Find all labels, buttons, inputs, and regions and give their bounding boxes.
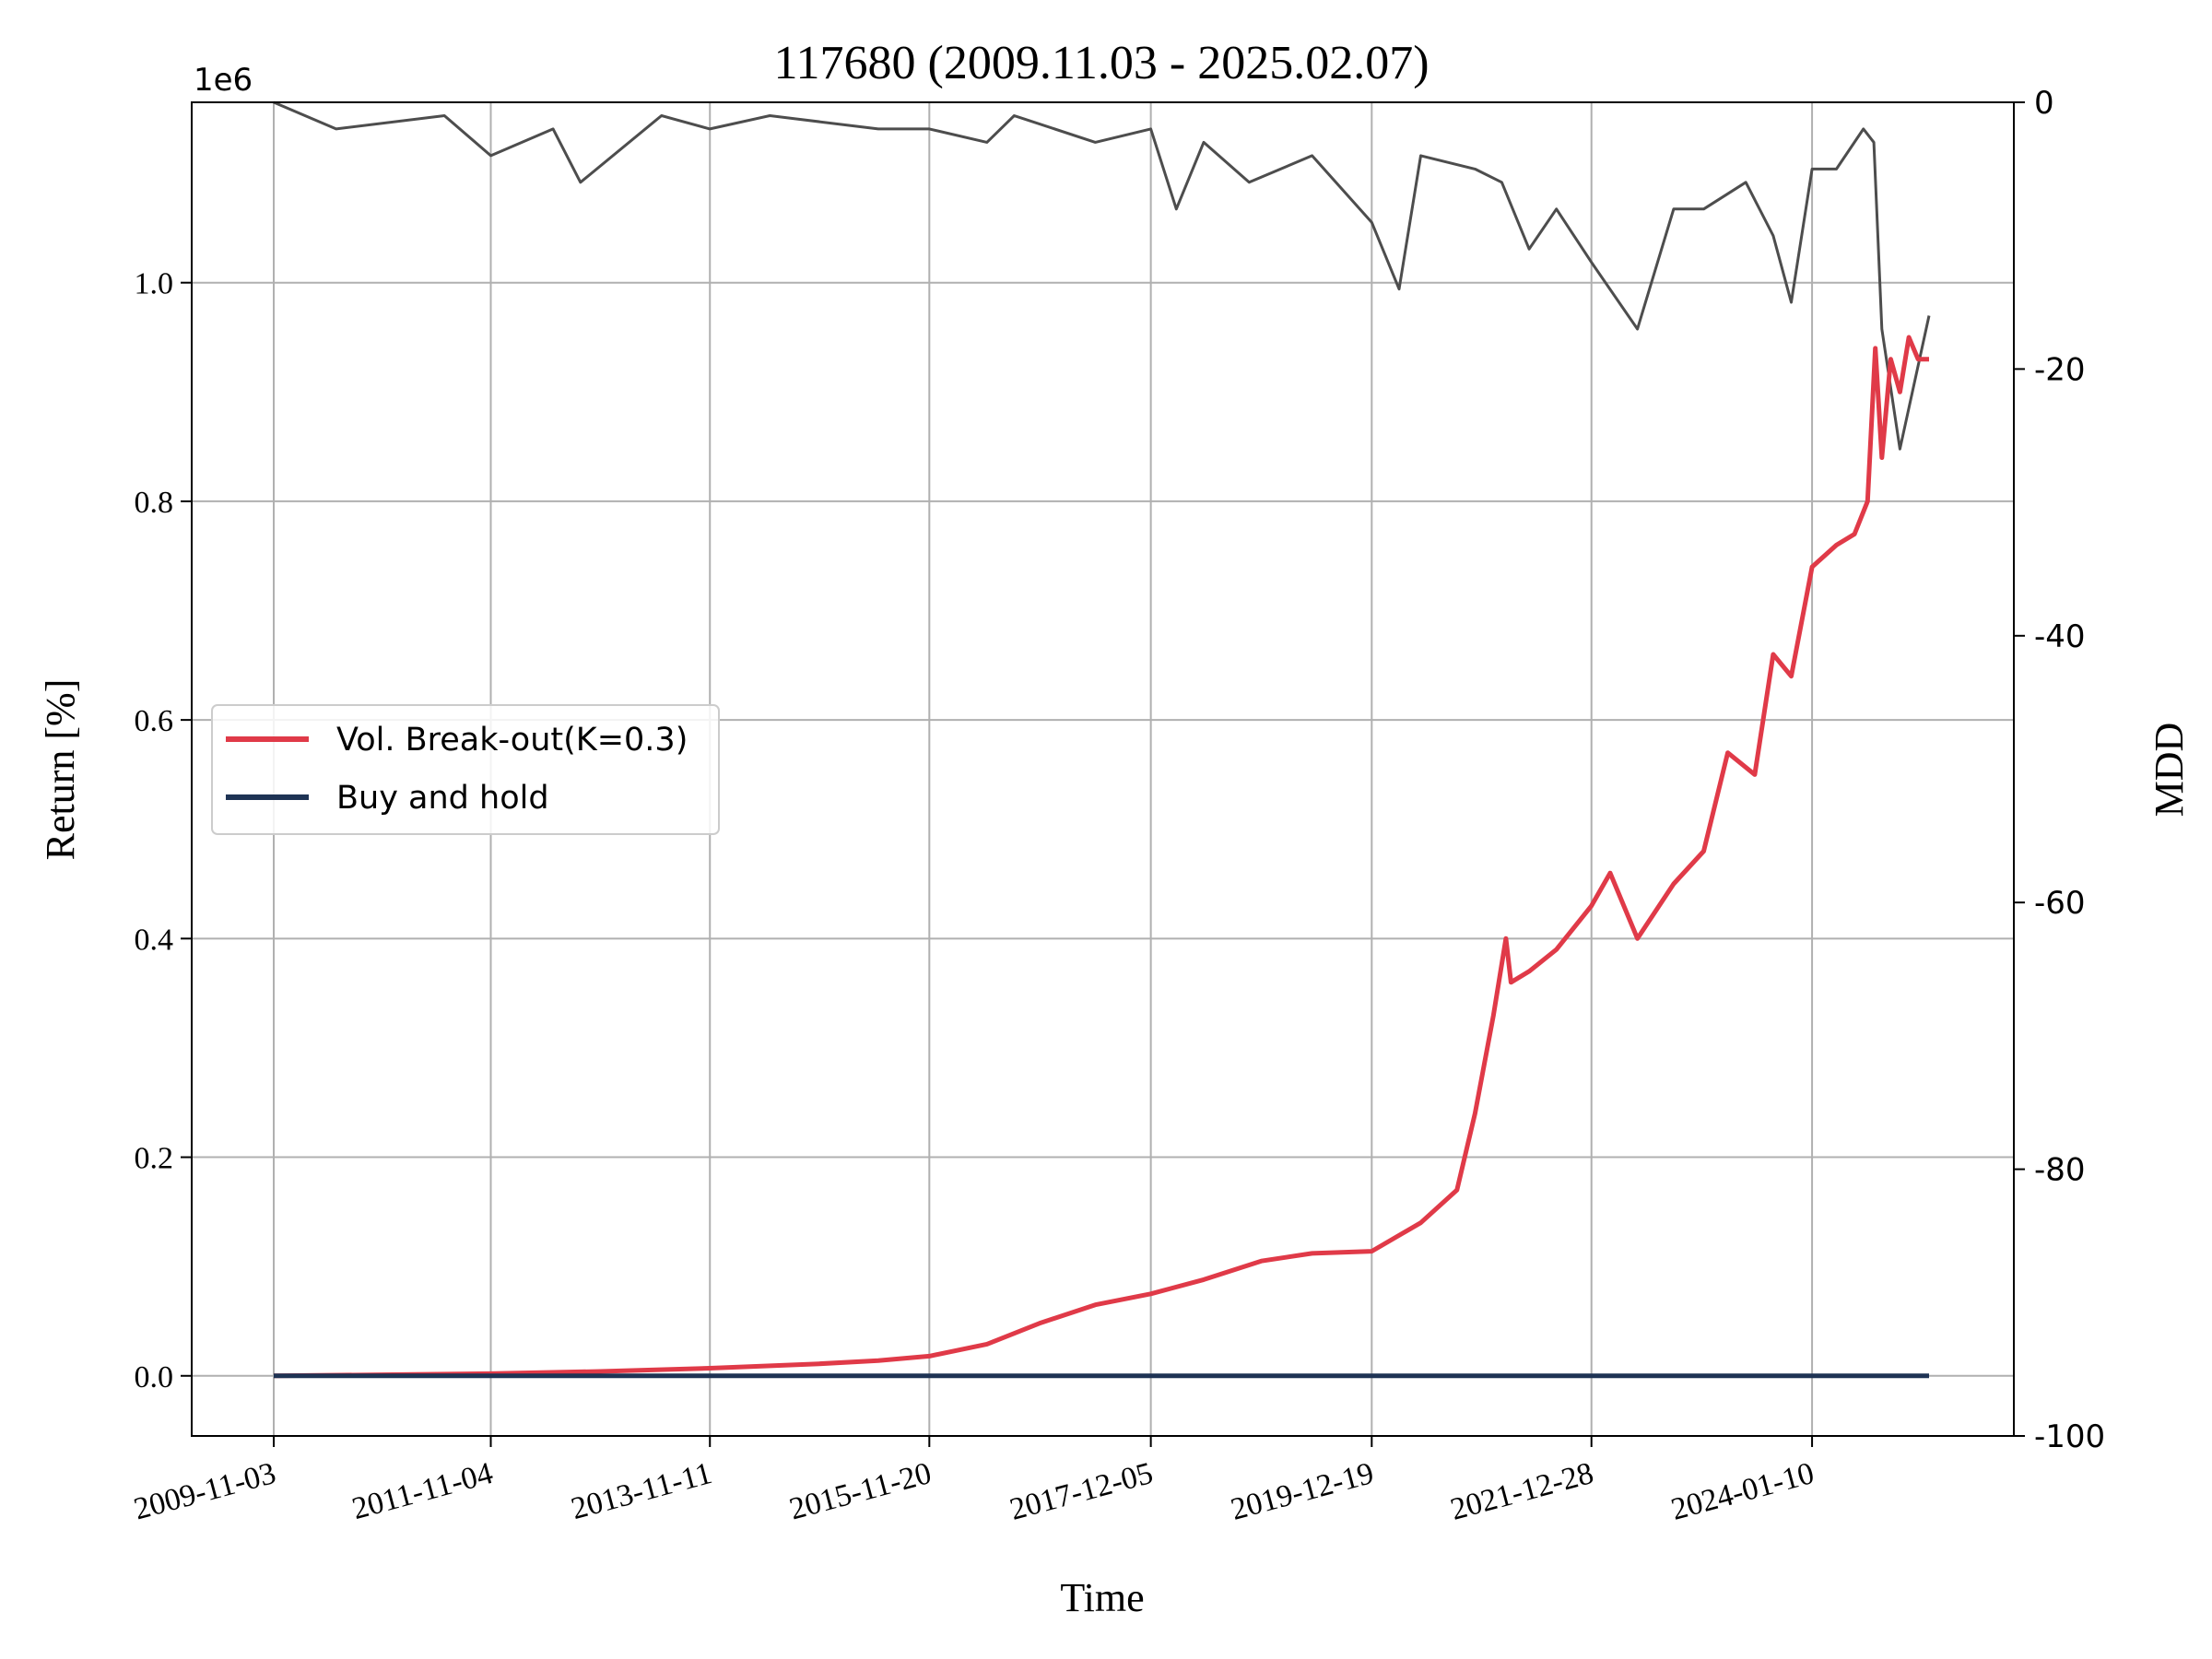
x-axis-ticks: 2009-11-03 2011-11-04 2013-11-11 2015-11-20… [130, 1436, 1818, 1527]
y2-axis-ticks: 0 -20 -40 -60 -80 -100 [2014, 85, 2105, 1455]
y-tick: 0.8 [135, 486, 192, 520]
x-tick: 2009-11-03 [130, 1436, 279, 1526]
y2-axis-label: MDD [2147, 723, 2192, 818]
y2-tick: -100 [2014, 1418, 2105, 1455]
x-tick-label: 2017-12-05 [1006, 1456, 1157, 1527]
y-tick-label: 0.4 [135, 923, 174, 957]
chart-title: 117680 (2009.11.03 - 2025.02.07) [773, 37, 1429, 89]
series-mdd [273, 100, 1931, 451]
legend: Vol. Break-out(K=0.3) Buy and hold [211, 704, 720, 835]
x-tick: 2013-11-11 [568, 1436, 715, 1526]
y-tick-label: 0.8 [135, 486, 174, 520]
y-tick: 0.4 [135, 923, 192, 957]
y2-tick-label: -40 [2034, 618, 2086, 655]
y2-tick-label: -20 [2034, 351, 2086, 388]
x-tick-label: 2013-11-11 [568, 1456, 715, 1526]
y2-tick: -40 [2014, 618, 2086, 655]
y-tick-label: 0.0 [135, 1360, 174, 1394]
x-tick: 2015-11-20 [786, 1436, 935, 1526]
y-tick: 0.2 [135, 1142, 192, 1176]
x-tick: 2011-11-04 [348, 1436, 497, 1526]
y-tick: 1.0 [135, 267, 192, 301]
series-area [273, 100, 1931, 1379]
y2-tick-label: -60 [2034, 885, 2086, 922]
y2-tick: -60 [2014, 885, 2086, 922]
x-tick-label: 2021-12-28 [1447, 1456, 1597, 1527]
x-tick: 2017-12-05 [1006, 1436, 1157, 1527]
x-tick-label: 2024-01-10 [1667, 1456, 1818, 1527]
legend-label-vol-breakout: Vol. Break-out(K=0.3) [336, 722, 688, 759]
legend-box [211, 704, 720, 835]
legend-label-buy-and-hold: Buy and hold [336, 780, 549, 817]
y-tick-label: 1.0 [135, 267, 174, 301]
x-tick: 2024-01-10 [1667, 1436, 1818, 1527]
y-tick: 0.0 [135, 1360, 192, 1394]
y2-tick-label: -100 [2034, 1418, 2105, 1455]
plot-frame [191, 101, 2015, 1437]
x-tick: 2021-12-28 [1447, 1436, 1597, 1527]
y2-tick: 0 [2014, 85, 2054, 122]
y-tick-label: 0.6 [135, 704, 174, 738]
y2-tick-label: -80 [2034, 1152, 2086, 1189]
x-tick-label: 2011-11-04 [348, 1456, 496, 1526]
x-tick-label: 2015-11-20 [786, 1456, 935, 1526]
series-vol-breakout [273, 335, 1929, 1379]
x-tick-label: 2009-11-03 [130, 1456, 279, 1526]
x-tick: 2019-12-19 [1228, 1436, 1378, 1527]
y-axis-ticks: 0.0 0.2 0.4 0.6 0.8 1.0 [135, 267, 192, 1394]
y2-tick: -20 [2014, 351, 2086, 388]
y-tick: 0.6 [135, 704, 192, 738]
y-tick-label: 0.2 [135, 1142, 174, 1176]
y2-tick: -80 [2014, 1152, 2086, 1189]
y-axis-label: Return [%] [38, 679, 83, 861]
x-tick-label: 2019-12-19 [1228, 1456, 1378, 1527]
x-axis-label: Time [1060, 1575, 1144, 1620]
y-axis-offset-label: 1e6 [194, 62, 253, 99]
y2-tick-label: 0 [2034, 85, 2054, 122]
